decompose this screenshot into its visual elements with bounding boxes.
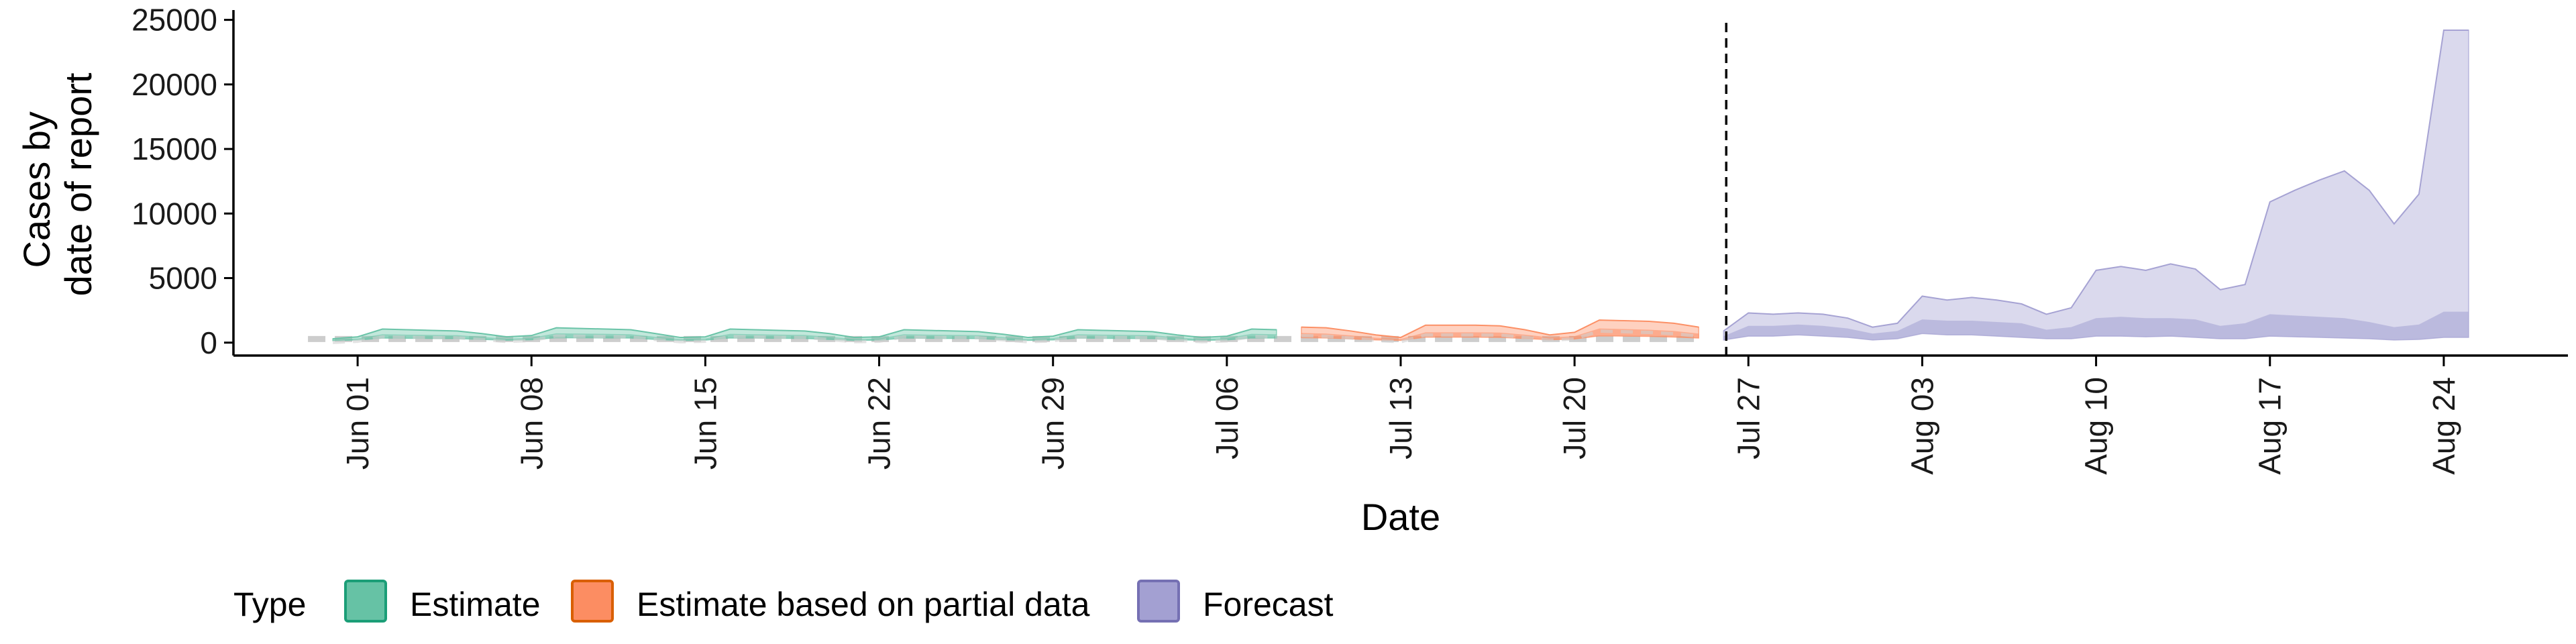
series-1-inner-band (1301, 328, 1699, 341)
plot-area (308, 23, 2469, 356)
y-axis-title-line-2: date of report (57, 72, 99, 297)
x-tick-label: Jul 13 (1383, 377, 1418, 460)
series-2-upper-edge (1723, 30, 2469, 332)
legend-item-2: Forecast (1137, 580, 1334, 623)
y-axis-title: Cases by date of report (15, 72, 99, 297)
series-2-inner-band (1723, 311, 2469, 340)
legend-items: Estimate Estimate based on partial data Fo… (344, 580, 1334, 623)
series-0-dashed-median (332, 334, 1277, 345)
x-tick-label: Jun 01 (340, 377, 375, 470)
series-2 (1723, 30, 2469, 341)
legend-swatch (1137, 580, 1180, 623)
y-tick-label: 10000 (131, 196, 217, 231)
y-tick-label: 0 (200, 325, 217, 360)
x-tick-label: Jul 27 (1731, 377, 1766, 460)
x-tick-label: Jun 29 (1036, 377, 1071, 470)
legend-title: Type (233, 586, 306, 623)
x-axis-title: Date (1361, 496, 1440, 538)
x-tick-label: Aug 24 (2426, 377, 2461, 475)
y-tick-label: 20000 (131, 67, 217, 102)
legend-item-0: Estimate (344, 580, 541, 623)
x-tick-label: Aug 03 (1904, 377, 1939, 475)
series-0 (332, 327, 1277, 345)
x-tick-label: Aug 17 (2253, 377, 2288, 475)
legend-label: Estimate (410, 586, 541, 623)
axes: 0 5000 10000 15000 20000 25000 Jun 01 Jun 08 Jun… (131, 3, 2568, 475)
x-tick-label: Jul 20 (1557, 377, 1592, 460)
legend-swatch (571, 580, 614, 623)
series-1-dashed-median (1301, 329, 1699, 343)
x-tick-label: Jul 06 (1210, 377, 1244, 460)
x-tick-label: Jun 15 (688, 377, 722, 470)
x-tick-label: Jun 22 (862, 377, 897, 470)
y-tick-label: 5000 (149, 261, 217, 296)
series-1-upper-edge (1301, 319, 1699, 339)
series-1 (1301, 319, 1700, 343)
x-tick-label: Jun 08 (514, 377, 549, 470)
x-tick-label: Aug 10 (2079, 377, 2114, 475)
y-tick-label: 15000 (131, 131, 217, 166)
series-2-outer-band (1723, 30, 2469, 341)
legend-label: Forecast (1203, 586, 1334, 623)
legend-item-1: Estimate based on partial data (571, 580, 1090, 623)
y-tick-label: 25000 (131, 3, 217, 38)
legend: Type Estimate Estimate based on partial d… (233, 580, 1334, 623)
legend-label: Estimate based on partial data (637, 586, 1090, 623)
legend-swatch (344, 580, 387, 623)
series-0-upper-edge (333, 327, 1277, 339)
y-axis-title-line-1: Cases by (15, 111, 58, 268)
